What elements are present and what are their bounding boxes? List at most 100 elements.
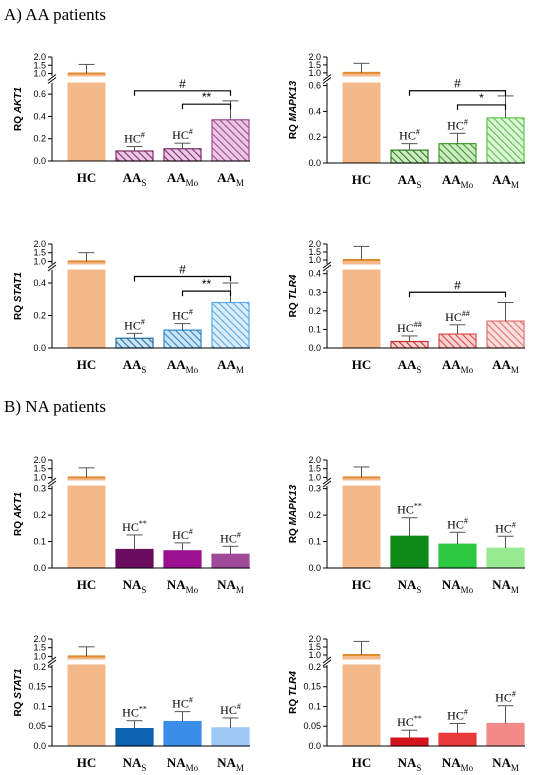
y-tick-label: 1.0 — [33, 651, 46, 661]
axis-break-mark — [47, 264, 57, 272]
y-tick-label: 0.2 — [308, 132, 321, 142]
y-tick-label: 0.1 — [308, 324, 321, 334]
bar-1 — [115, 150, 154, 162]
y-tick-label: 1.0 — [308, 472, 321, 482]
x-tick-label-1: NAS — [123, 755, 147, 773]
y-tick-label: 0.0 — [308, 563, 321, 573]
x-tick-label-3: AAM — [492, 172, 519, 190]
x-tick-label-1: AAS — [123, 357, 147, 375]
y-axis-label: RQ MAPK13 — [288, 80, 299, 139]
x-tick-label-3: AAM — [492, 357, 519, 375]
x-tick-label-1: AAS — [398, 357, 422, 375]
significance-label-1: HC# — [124, 317, 145, 332]
x-tick-label-1: AAS — [398, 172, 422, 190]
x-tick-label-0: HC — [352, 755, 372, 770]
axis-break-mark — [47, 77, 57, 84]
y-tick-label: 0.15 — [28, 682, 46, 692]
y-tick-label: 1.0 — [308, 650, 321, 660]
axis-break-mark — [322, 77, 332, 84]
bar-2 — [438, 543, 477, 569]
bar-2 — [163, 550, 202, 569]
x-tick-label-3: NAM — [217, 577, 244, 595]
y-tick-label: 0.4 — [308, 106, 321, 116]
y-tick-label: 2.0 — [308, 52, 321, 62]
x-tick-label-0: HC — [77, 755, 97, 770]
y-tick-label: 2.0 — [33, 455, 46, 465]
y-tick-label: 1.5 — [308, 642, 321, 652]
significance-label-2: HC## — [445, 309, 470, 324]
bar-2 — [438, 732, 477, 747]
axis-break-mark — [322, 480, 332, 488]
y-tick-label: 0.0 — [308, 741, 321, 751]
bar-1 — [390, 340, 429, 349]
y-tick-label: 1.5 — [33, 464, 46, 474]
bar-0-lower — [342, 269, 381, 349]
x-tick-label-1: NAS — [123, 577, 147, 595]
axis-break-mark — [47, 480, 57, 488]
y-tick-label: 0.0 — [33, 343, 46, 353]
axis-break-mark — [322, 74, 332, 81]
y-tick-label: 0.2 — [33, 134, 46, 144]
x-tick-label-2: AAMo — [442, 357, 474, 375]
y-tick-label: 0.0 — [33, 563, 46, 573]
x-tick-label-2: NAMo — [442, 577, 474, 595]
bar-3 — [211, 119, 250, 162]
y-tick-label: 1.5 — [308, 247, 321, 257]
bar-0-lower — [342, 82, 381, 164]
y-tick-label: 0.0 — [33, 741, 46, 751]
axis-break-mark — [47, 659, 57, 667]
y-axis-label: RQ MAPK13 — [288, 484, 299, 543]
bar-2 — [438, 333, 477, 349]
y-tick-label: 0.3 — [308, 484, 321, 494]
significance-label-2: HC# — [172, 696, 193, 711]
bar-1 — [390, 737, 429, 747]
bar-0-lower — [67, 82, 106, 162]
x-tick-label-2: AAMo — [167, 357, 199, 375]
chart-panel-stat1-a: HC HC# AAS HC# AAMo AAM 0.0 0.2 0.4 1.01.52.0 RQ S… — [13, 239, 250, 375]
bar-1 — [390, 149, 429, 164]
significance-label-2: HC# — [447, 516, 468, 531]
x-tick-label-0: HC — [352, 172, 372, 187]
bar-1 — [115, 337, 154, 349]
bar-0-lower — [67, 269, 106, 349]
x-tick-label-0: HC — [77, 357, 97, 372]
chart-panel-tlr4-b: HC HC** NAS HC# NAMo HC# NAM 0.0 0.05 0.1 0.15 0.2 1… — [288, 634, 525, 773]
axis-break-mark — [322, 656, 332, 664]
bar-0-lower — [342, 485, 381, 569]
section-title-aa: A) AA patients — [4, 5, 106, 24]
bracket-label: # — [454, 278, 461, 292]
x-tick-label-3: NAM — [492, 755, 519, 773]
x-tick-label-2: NAMo — [442, 755, 474, 773]
y-tick-label: 1.5 — [33, 643, 46, 653]
y-tick-label: 1.0 — [33, 472, 46, 482]
y-tick-label: 0.2 — [33, 510, 46, 520]
y-tick-label: 2.0 — [33, 634, 46, 644]
y-tick-label: 1.5 — [308, 464, 321, 474]
bar-1 — [390, 535, 429, 569]
x-tick-label-0: HC — [352, 577, 372, 592]
chart-panel-stat1-b: HCHC**NASHC#NAMoHC#NAM0.00.050.10.150.21… — [13, 634, 250, 773]
y-tick-label: 0.4 — [308, 269, 321, 279]
x-tick-label-3: AAM — [217, 170, 244, 188]
y-tick-label: 0.2 — [33, 311, 46, 321]
chart-panel-tlr4-a: HC HC## AAS HC## AAMo AAM 0.0 0.1 0.2 0.3 0.4 1.01.… — [288, 239, 525, 375]
y-tick-label: 1.5 — [33, 60, 46, 70]
bracket-label: # — [179, 263, 186, 277]
bar-3 — [486, 722, 525, 747]
y-tick-label: 0.6 — [308, 81, 321, 91]
significance-label-1: HC** — [122, 519, 147, 534]
bar-2 — [438, 143, 477, 164]
comparison-bracket — [456, 104, 507, 110]
x-tick-label-0: HC — [77, 577, 97, 592]
y-tick-label: 0.4 — [33, 111, 46, 121]
y-tick-label: 0.2 — [33, 662, 46, 672]
y-tick-label: 1.0 — [33, 69, 46, 79]
y-tick-label: 0.0 — [33, 156, 46, 166]
bar-3 — [486, 117, 525, 164]
x-tick-label-0: HC — [77, 170, 97, 185]
y-tick-label: 2.0 — [308, 239, 321, 249]
y-tick-label: 0.1 — [308, 537, 321, 547]
bar-0-lower — [67, 485, 106, 569]
y-tick-label: 0.05 — [303, 721, 321, 731]
y-tick-label: 0.2 — [308, 662, 321, 672]
